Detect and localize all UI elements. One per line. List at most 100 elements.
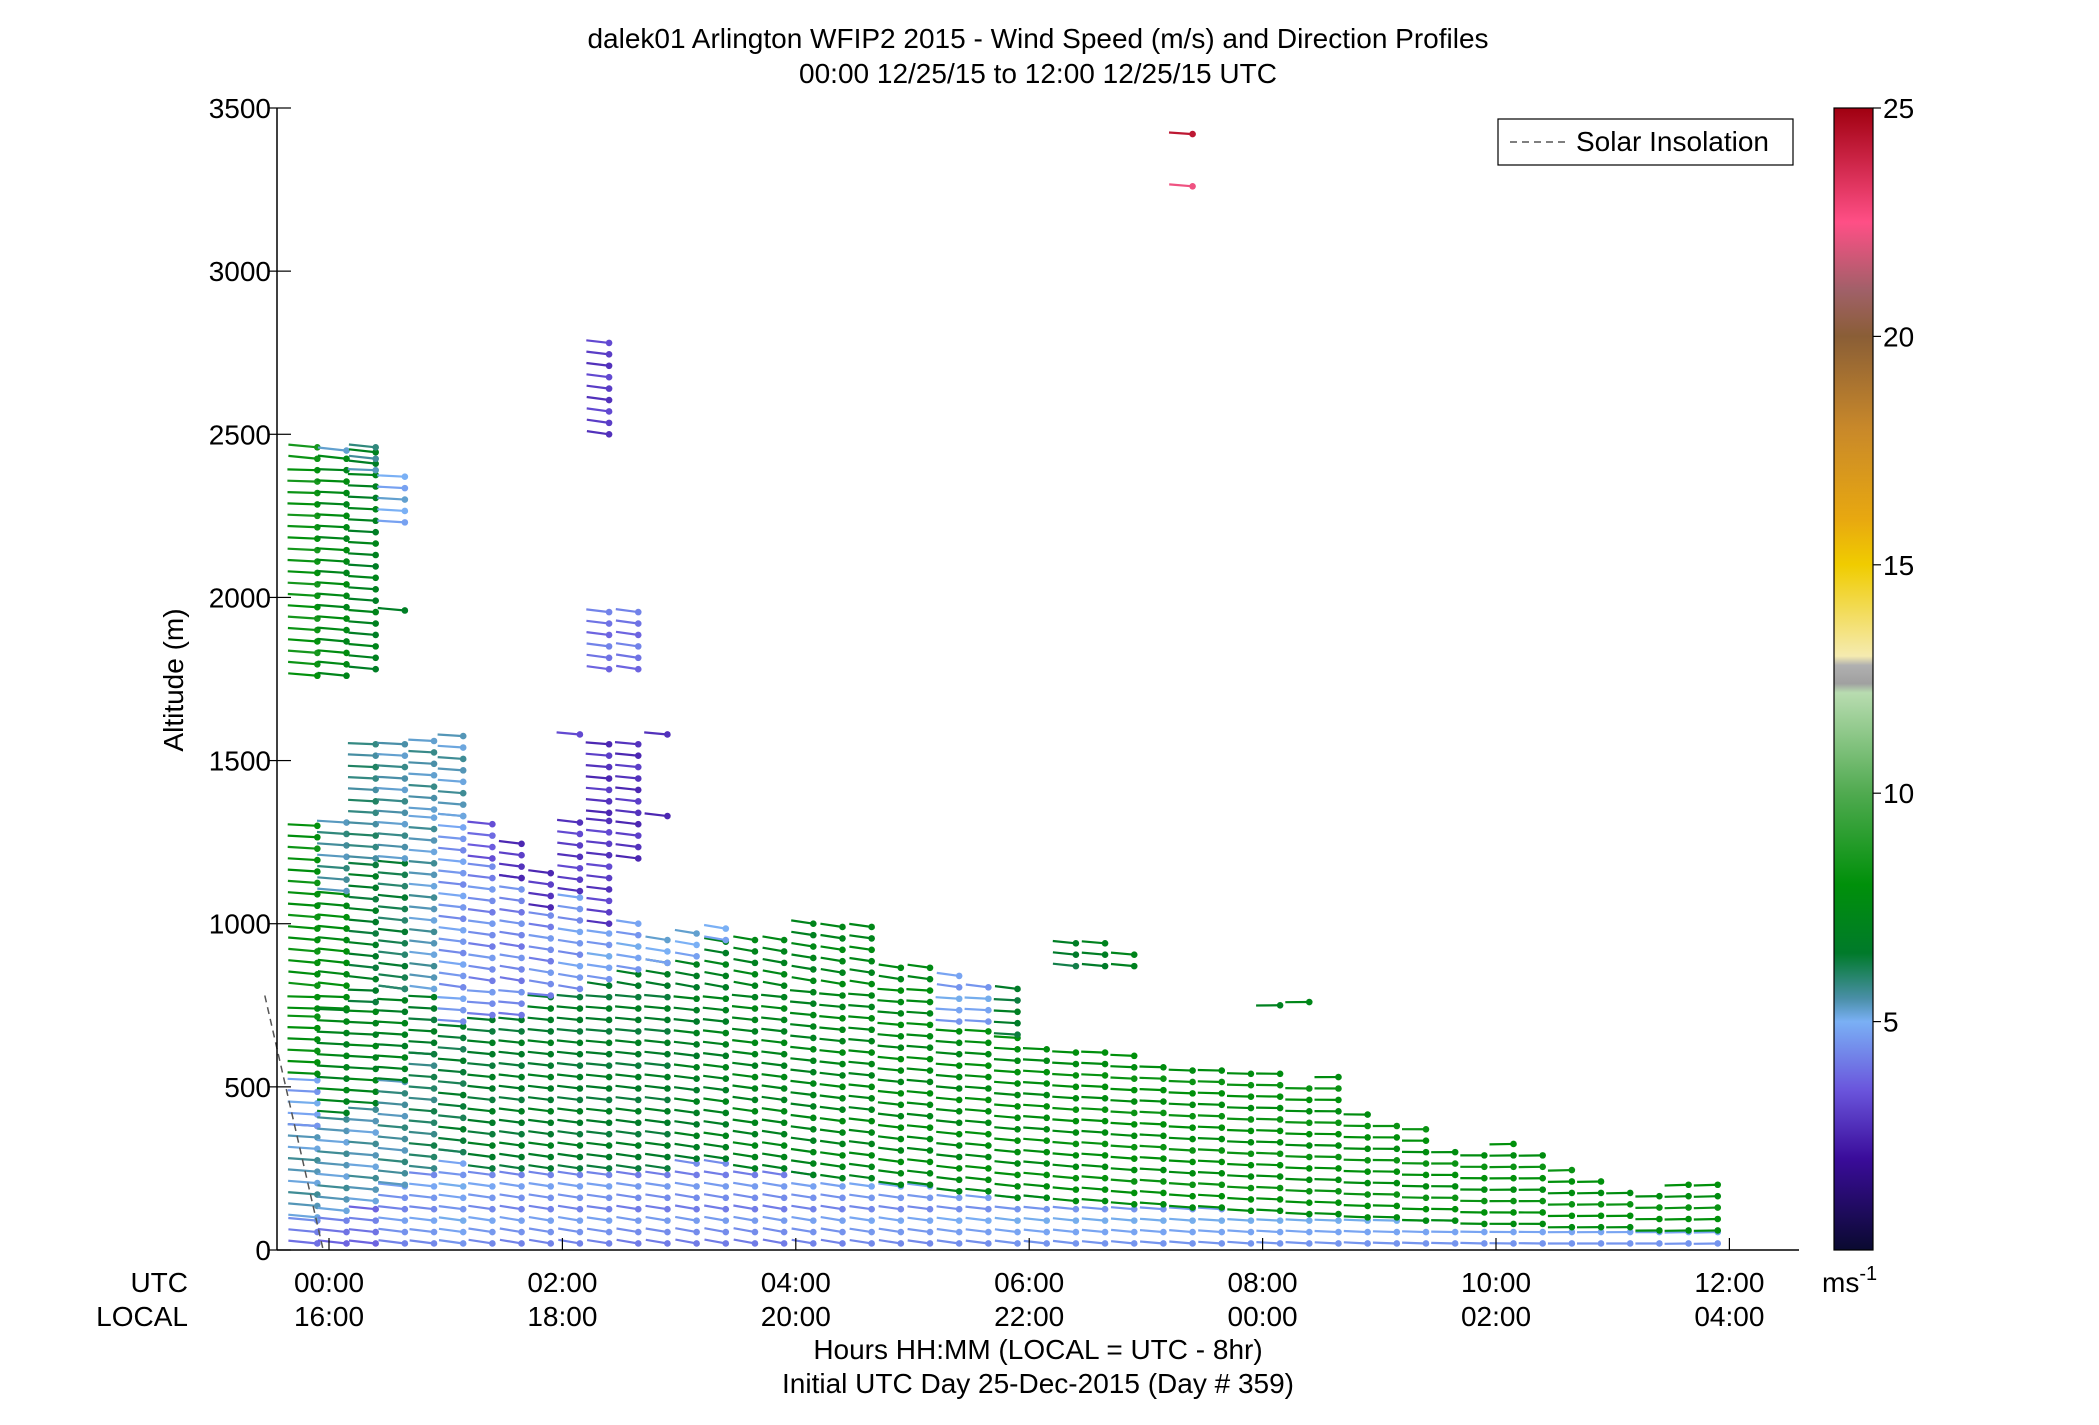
wind-barb-shaft — [586, 361, 610, 367]
wind-barb-dot — [576, 894, 584, 901]
wind-barb-shaft — [557, 1164, 581, 1170]
wind-barb-shaft — [791, 1216, 814, 1222]
wind-barb-shaft — [348, 855, 376, 860]
wind-barb-dot — [547, 1062, 555, 1069]
wind-barb-shaft — [762, 946, 785, 953]
wind-barb-dot — [1014, 1114, 1021, 1122]
wind-barb-shaft — [761, 1039, 785, 1044]
wind-barb-shaft — [935, 1039, 960, 1044]
wind-barb-shaft — [1402, 1218, 1427, 1222]
wind-barb-shaft — [1227, 1128, 1251, 1133]
wind-barb-dot — [576, 887, 584, 895]
wind-barb-dot — [810, 954, 817, 962]
wind-barb-shaft — [1197, 1080, 1222, 1084]
wind-barb-shaft — [408, 761, 435, 765]
wind-barb-dot — [1714, 1215, 1722, 1223]
wind-barb-shaft — [288, 443, 318, 449]
wind-barb-dot — [1305, 1217, 1313, 1224]
wind-barb-dot — [489, 954, 496, 962]
wind-barb-dot — [634, 1050, 642, 1058]
wind-barb-dot — [605, 964, 613, 972]
wind-barb-shaft — [527, 1073, 551, 1079]
wind-barb-dot — [868, 1015, 875, 1022]
wind-barb-shaft — [615, 1130, 639, 1136]
wind-barb-shaft — [556, 1050, 581, 1056]
wind-barb-shaft — [437, 812, 464, 818]
wind-barb-dot — [780, 970, 788, 978]
wind-barb-dot — [401, 775, 409, 782]
wind-barb-shaft — [616, 1182, 639, 1188]
wind-barb-shaft — [965, 1176, 989, 1181]
wind-barb-shaft — [586, 908, 610, 914]
wind-barb-dot — [576, 842, 584, 849]
wind-barb-dot — [576, 876, 584, 883]
wind-barb-dot — [634, 982, 642, 990]
wind-barb-dot — [693, 1121, 700, 1128]
wind-barb-dot — [576, 1039, 584, 1047]
wind-barb-dot — [343, 853, 350, 861]
wind-barb-dot — [518, 897, 525, 905]
wind-barb-dot — [722, 1143, 730, 1151]
wind-barb-dot — [664, 959, 671, 967]
wind-barb-dot — [1189, 1135, 1196, 1143]
wind-barb-shaft — [499, 1164, 522, 1170]
wind-barb-dot — [605, 1171, 613, 1179]
wind-barb-dot — [605, 874, 613, 882]
wind-barb-shaft — [585, 764, 610, 769]
wind-barb-shaft — [317, 1172, 347, 1178]
wind-barb-dot — [1685, 1192, 1692, 1200]
wind-barb-dot — [343, 1116, 350, 1123]
wind-barb-shaft — [994, 1103, 1018, 1108]
wind-barb-shaft — [585, 828, 610, 834]
wind-barb-dot — [1656, 1240, 1663, 1247]
wind-barb-dot — [1305, 1210, 1313, 1218]
wind-barb-shaft — [616, 953, 639, 960]
wind-barb-shaft — [1256, 1174, 1281, 1178]
wind-barb-dot — [547, 1085, 555, 1092]
wind-barb-dot — [868, 1083, 875, 1091]
wind-barb-dot — [489, 1153, 496, 1161]
wind-barb-shaft — [438, 937, 464, 943]
wind-barb-shaft — [789, 1000, 814, 1005]
wind-barb-shaft — [877, 1033, 901, 1038]
wind-barb-shaft — [438, 1136, 464, 1142]
wind-barb-dot — [518, 874, 525, 882]
wind-barb-dot — [489, 1016, 496, 1024]
wind-barb-shaft — [556, 731, 581, 736]
wind-barb-shaft — [316, 558, 347, 563]
wind-barb-dot — [1043, 1205, 1051, 1213]
wind-barb-shaft — [820, 1173, 843, 1180]
wind-barb-dot — [1685, 1181, 1692, 1189]
wind-barb-shaft — [1110, 1189, 1135, 1194]
wind-barb-shaft — [1168, 1102, 1193, 1106]
wind-barb-shaft — [317, 1216, 347, 1222]
wind-barb-shaft — [820, 1182, 843, 1188]
wind-barb-dot — [401, 1228, 409, 1236]
wind-barb-dot — [839, 1152, 846, 1159]
wind-barb-dot — [1101, 951, 1109, 959]
wind-barb-dot — [489, 1130, 496, 1138]
wind-barb-dot — [343, 581, 350, 588]
wind-barb-shaft — [616, 930, 639, 937]
wind-barb-dot — [1043, 1148, 1051, 1156]
wind-barb-dot — [1218, 1147, 1226, 1154]
wind-barb-shaft — [704, 935, 726, 942]
wind-barb-shaft — [762, 1163, 785, 1170]
wind-barb-dot — [489, 1011, 496, 1019]
wind-barb-dot — [576, 1171, 584, 1179]
wind-barb-shaft — [1110, 1167, 1135, 1172]
wind-barb-dot — [1043, 1240, 1051, 1247]
wind-barb-dot — [664, 1153, 671, 1161]
wind-barb-shaft — [377, 1020, 405, 1025]
wind-barb-shaft — [347, 1054, 376, 1059]
wind-barb-shaft — [468, 930, 493, 937]
wind-barb-shaft — [528, 1193, 551, 1199]
wind-barb-shaft — [287, 1123, 318, 1128]
chart-subtitle: 00:00 12/25/15 to 12:00 12/25/15 UTC — [799, 58, 1277, 89]
wind-barb-dot — [547, 1205, 555, 1213]
wind-barb-dot — [401, 832, 409, 839]
wind-barb-shaft — [409, 950, 435, 956]
wind-barb-shaft — [557, 1170, 581, 1177]
wind-barb-dot — [605, 1228, 613, 1236]
wind-barb-shaft — [1256, 1229, 1281, 1234]
